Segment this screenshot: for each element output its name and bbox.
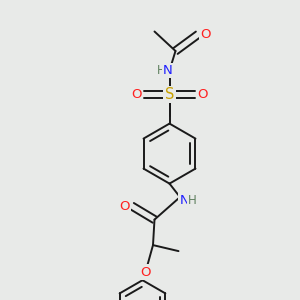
Text: O: O — [131, 88, 142, 101]
Text: O: O — [197, 88, 208, 101]
Text: H: H — [188, 194, 197, 207]
Text: N: N — [180, 194, 189, 207]
Text: O: O — [200, 28, 211, 41]
Text: N: N — [163, 64, 173, 77]
Text: S: S — [165, 87, 174, 102]
Text: O: O — [140, 266, 151, 279]
Text: O: O — [119, 200, 130, 213]
Text: H: H — [157, 64, 166, 77]
